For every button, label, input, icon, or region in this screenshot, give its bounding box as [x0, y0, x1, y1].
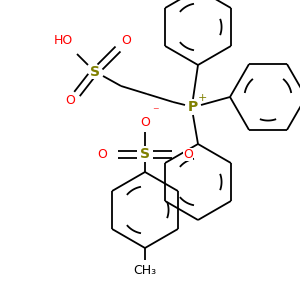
Text: O: O	[97, 148, 107, 160]
Text: +: +	[197, 93, 207, 103]
Text: CH₃: CH₃	[134, 263, 157, 277]
Text: S: S	[90, 65, 100, 79]
Text: ⁻: ⁻	[152, 106, 158, 118]
Text: O: O	[121, 34, 131, 47]
Text: HO: HO	[53, 34, 73, 46]
Text: O: O	[183, 148, 193, 160]
Text: P: P	[188, 100, 198, 114]
Text: S: S	[140, 147, 150, 161]
Text: O: O	[65, 94, 75, 107]
Text: O: O	[140, 116, 150, 128]
